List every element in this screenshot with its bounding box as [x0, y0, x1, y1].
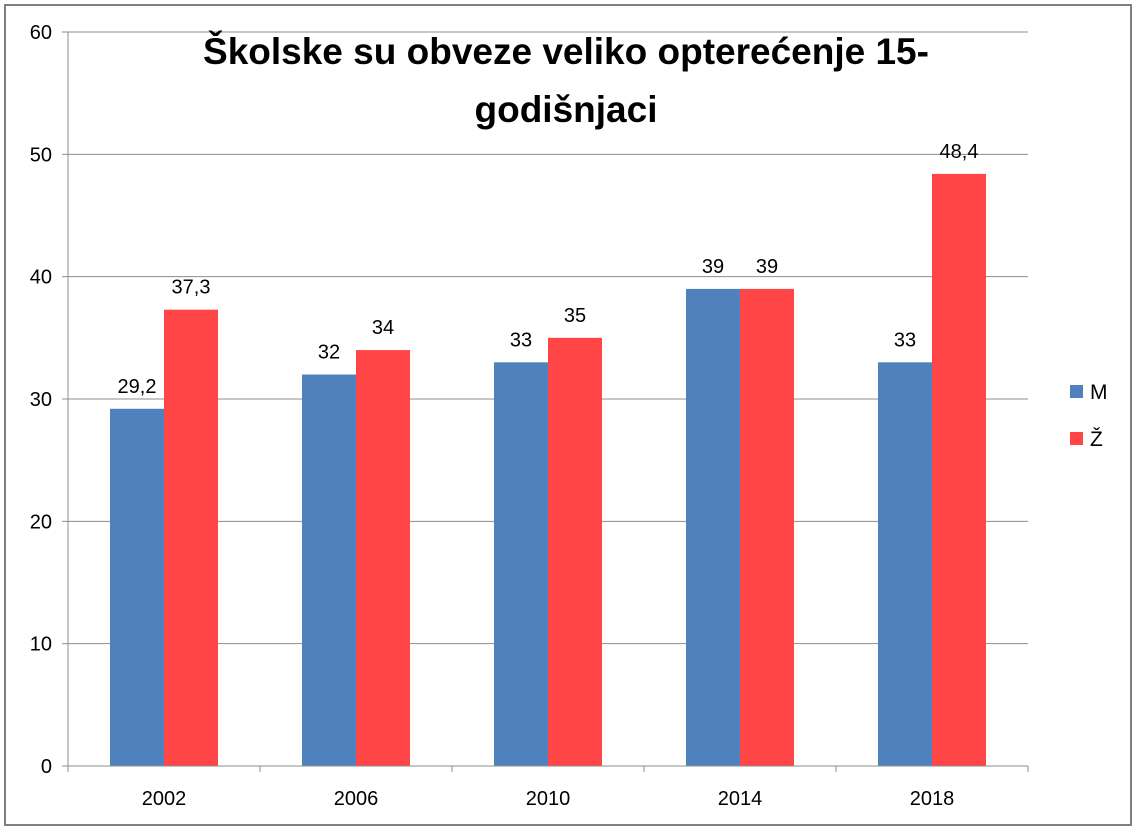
data-label-m-2018: 33: [894, 329, 916, 351]
data-label-z-2014: 39: [756, 256, 778, 278]
chart-title-line-2: godišnjaci: [475, 89, 658, 130]
bar-z-2006: [356, 350, 410, 766]
legend-swatch-z: [1070, 432, 1083, 445]
bar-m-2014: [686, 288, 740, 766]
chart-title-line-1: Školske su obveze veliko opterećenje 15-: [203, 30, 929, 72]
data-label-z-2018: 48,4: [940, 141, 979, 163]
data-label-z-2006: 34: [372, 317, 394, 339]
bar-m-2002: [110, 408, 164, 766]
bar-z-2010: [548, 337, 602, 766]
bars: [110, 173, 986, 766]
y-tick-label-0: 0: [41, 756, 52, 778]
x-tick-label-2018: 2018: [910, 788, 955, 810]
x-tick-label-2002: 2002: [142, 788, 187, 810]
y-tick-label-20: 20: [30, 511, 52, 533]
y-tick-label-10: 10: [30, 634, 52, 656]
legend-label-m: M: [1090, 381, 1108, 404]
legend: M Ž: [1070, 381, 1108, 451]
data-label-m-2010: 33: [510, 329, 532, 351]
y-tick-label-30: 30: [30, 389, 52, 411]
bar-z-2018: [932, 173, 986, 766]
bar-m-2006: [302, 374, 356, 766]
y-tick-label-50: 50: [30, 144, 52, 166]
y-tick-label-40: 40: [30, 267, 52, 289]
data-label-m-2014: 39: [702, 256, 724, 278]
legend-swatch-m: [1070, 385, 1083, 398]
data-label-m-2002: 29,2: [118, 376, 157, 398]
bar-z-2014: [740, 288, 794, 766]
gridlines: [68, 31, 1028, 645]
x-tick-label-2010: 2010: [526, 788, 571, 810]
bar-m-2010: [494, 362, 548, 766]
x-ticks: 2002 2006 2010 2014 2018: [67, 766, 1029, 810]
y-ticks: 0 10 20 30 40 50 60: [30, 22, 68, 778]
data-label-z-2010: 35: [564, 305, 586, 327]
y-tick-label-60: 60: [30, 22, 52, 44]
x-tick-label-2006: 2006: [334, 788, 379, 810]
bar-z-2002: [164, 309, 218, 766]
data-labels: 29,2 37,3 32 34 33 35 39 39 33 48,4: [118, 141, 979, 398]
x-tick-label-2014: 2014: [718, 788, 763, 810]
legend-label-z: Ž: [1090, 428, 1103, 451]
bar-m-2018: [878, 362, 932, 766]
data-label-m-2006: 32: [318, 342, 340, 364]
data-label-z-2002: 37,3: [172, 277, 211, 299]
